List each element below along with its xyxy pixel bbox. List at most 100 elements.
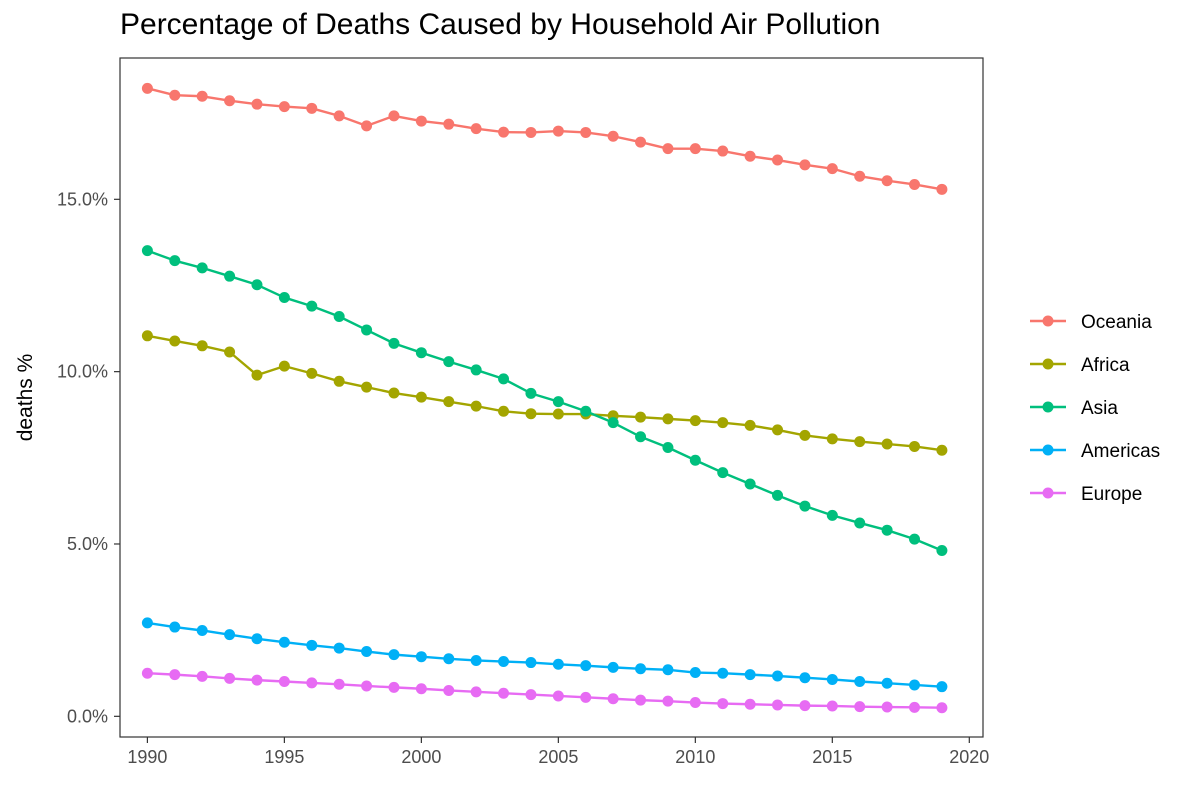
- data-point: [498, 126, 510, 138]
- legend-key-point: [1042, 315, 1054, 327]
- data-point: [196, 670, 208, 682]
- data-point: [635, 411, 647, 423]
- data-point: [826, 433, 838, 445]
- data-point: [470, 400, 482, 412]
- data-point: [169, 89, 181, 101]
- series-asia: [141, 245, 948, 557]
- data-point: [909, 440, 921, 452]
- data-point: [525, 657, 537, 669]
- legend-key-point: [1042, 444, 1054, 456]
- data-point: [552, 658, 564, 670]
- data-point: [443, 118, 455, 130]
- data-point: [525, 408, 537, 420]
- data-point: [196, 262, 208, 274]
- series-layer: [141, 82, 948, 714]
- data-point: [388, 649, 400, 661]
- data-point: [169, 669, 181, 681]
- legend-item: Asia: [1030, 398, 1118, 419]
- data-point: [689, 697, 701, 709]
- data-point: [936, 444, 948, 456]
- data-point: [689, 454, 701, 466]
- data-point: [744, 150, 756, 162]
- x-tick-label: 2005: [538, 747, 578, 767]
- data-point: [141, 617, 153, 629]
- data-point: [909, 679, 921, 691]
- data-point: [552, 396, 564, 408]
- data-point: [498, 373, 510, 385]
- data-point: [278, 676, 290, 688]
- data-point: [415, 683, 427, 695]
- data-point: [826, 509, 838, 521]
- data-point: [717, 417, 729, 429]
- data-point: [909, 701, 921, 713]
- data-point: [772, 670, 784, 682]
- data-point: [470, 364, 482, 376]
- data-point: [607, 693, 619, 705]
- data-point: [498, 405, 510, 417]
- data-point: [772, 424, 784, 436]
- legend-label: Africa: [1081, 355, 1130, 376]
- data-point: [278, 101, 290, 113]
- legend-item: Americas: [1030, 441, 1160, 462]
- data-point: [443, 396, 455, 408]
- data-point: [361, 646, 373, 658]
- data-point: [689, 143, 701, 155]
- data-point: [580, 126, 592, 138]
- data-point: [635, 136, 647, 148]
- x-tick-label: 2000: [401, 747, 441, 767]
- data-point: [826, 163, 838, 175]
- data-point: [498, 687, 510, 699]
- data-point: [552, 125, 564, 137]
- y-tick-label: 5.0%: [67, 534, 108, 554]
- data-point: [196, 340, 208, 352]
- legend-key-point: [1042, 401, 1054, 413]
- data-point: [306, 102, 318, 114]
- data-point: [552, 408, 564, 420]
- data-point: [662, 441, 674, 453]
- data-point: [443, 356, 455, 368]
- data-point: [607, 661, 619, 673]
- data-point: [251, 98, 263, 110]
- data-point: [662, 143, 674, 155]
- legend-key-point: [1042, 487, 1054, 499]
- data-point: [772, 154, 784, 166]
- data-point: [607, 417, 619, 429]
- data-point: [361, 381, 373, 393]
- data-point: [854, 436, 866, 448]
- data-point: [717, 667, 729, 679]
- y-axis-title: deaths %: [14, 354, 37, 442]
- data-point: [388, 337, 400, 349]
- data-point: [306, 367, 318, 379]
- data-point: [470, 123, 482, 135]
- data-point: [224, 95, 236, 107]
- data-point: [881, 677, 893, 689]
- data-point: [854, 170, 866, 182]
- y-tick-label: 10.0%: [57, 362, 108, 382]
- data-point: [662, 664, 674, 676]
- data-point: [388, 110, 400, 122]
- data-point: [799, 429, 811, 441]
- legend-label: Oceania: [1081, 312, 1152, 333]
- data-point: [361, 324, 373, 336]
- data-point: [470, 654, 482, 666]
- x-tick-label: 1990: [127, 747, 167, 767]
- data-point: [772, 489, 784, 501]
- data-point: [580, 405, 592, 417]
- legend: Oceania Africa Asia Americas Europe: [1030, 312, 1160, 505]
- data-point: [936, 702, 948, 714]
- data-point: [881, 175, 893, 187]
- data-point: [278, 360, 290, 372]
- data-point: [525, 387, 537, 399]
- data-point: [717, 698, 729, 710]
- data-point: [662, 695, 674, 707]
- data-point: [306, 300, 318, 312]
- data-point: [744, 478, 756, 490]
- data-point: [388, 681, 400, 693]
- data-point: [415, 391, 427, 403]
- data-point: [936, 681, 948, 693]
- data-point: [251, 279, 263, 291]
- data-point: [607, 130, 619, 142]
- legend-item: Oceania: [1030, 312, 1152, 333]
- y-axis: 0.0% 5.0% 10.0% 15.0%: [57, 189, 120, 726]
